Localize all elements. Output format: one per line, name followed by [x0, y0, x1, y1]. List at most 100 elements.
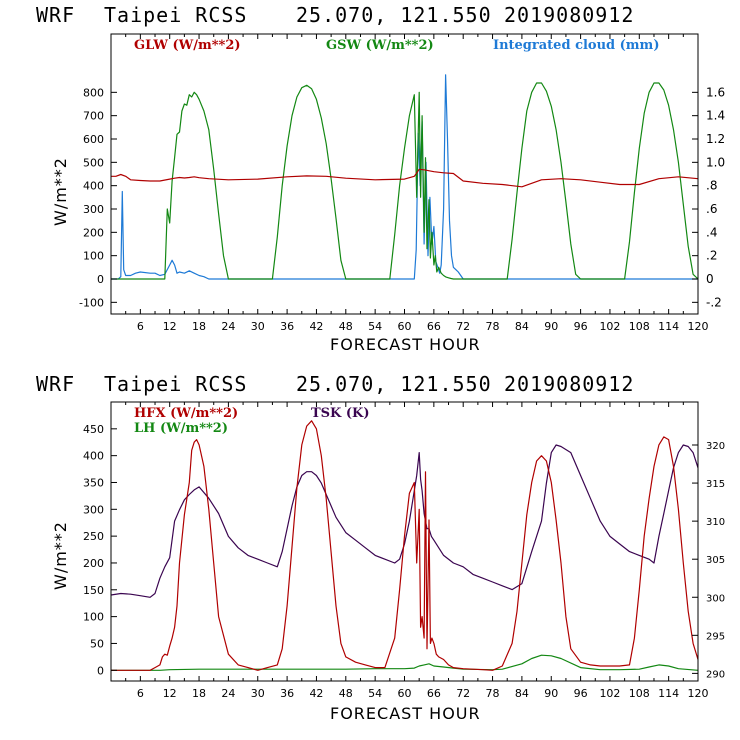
x-tick-label: 60	[398, 687, 412, 700]
x-tick-label: 108	[629, 687, 650, 700]
y2-tick-label: 295	[706, 631, 725, 642]
y-tick-label: 450	[83, 423, 104, 436]
x-tick-label: 12	[163, 687, 177, 700]
header-model: WRF	[36, 3, 75, 27]
series-line-glw	[111, 168, 699, 188]
x-tick-label: 66	[427, 687, 441, 700]
x-tick-label: 54	[368, 687, 382, 700]
x-tick-label: 6	[137, 687, 144, 700]
x-tick-label: 102	[599, 320, 620, 333]
y-tick-label: 400	[83, 180, 104, 193]
series-line-gsw	[111, 82, 699, 280]
x-tick-label: 54	[368, 320, 382, 333]
y-tick-label: 300	[83, 203, 104, 216]
header-1: WRF Taipei RCSS 25.070, 121.550 20190809…	[36, 3, 634, 27]
y2-tick-label: 315	[706, 479, 725, 490]
x-tick-label: 72	[456, 320, 470, 333]
y2-tick-label: .2	[706, 249, 717, 263]
y-tick-label: 500	[83, 156, 104, 169]
header-init-time: 2019080912	[504, 3, 634, 27]
y-tick-label: 100	[83, 611, 104, 624]
y-tick-label: 350	[83, 476, 104, 489]
legend-hfx: HFX (W/m**2)	[134, 406, 238, 421]
legend: GLW (W/m**2) GSW (W/m**2) Integrated clo…	[134, 38, 659, 53]
x-tick-label: 60	[398, 320, 412, 333]
y2-tick-label: 1.2	[706, 132, 725, 146]
x-tick-label: 6	[137, 320, 144, 333]
legend-lh: LH (W/m**2)	[134, 421, 228, 436]
x-tick-label: 42	[309, 687, 323, 700]
x-tick-label: 24	[221, 320, 235, 333]
legend-glw: GLW (W/m**2)	[134, 38, 241, 53]
header-init-time: 2019080912	[504, 372, 634, 396]
y-tick-label: 250	[83, 530, 104, 543]
y-tick-label: 800	[83, 86, 104, 99]
x-tick-label: 78	[486, 320, 500, 333]
y-tick-label: 300	[83, 503, 104, 516]
y-tick-label: 200	[83, 226, 104, 239]
series-line-lh	[111, 654, 699, 671]
y-tick-label: 0	[97, 273, 104, 286]
x-tick-label: 48	[339, 687, 353, 700]
header-coords: 25.070, 121.550	[296, 3, 492, 27]
legend: HFX (W/m**2) LH (W/m**2) TSK (K)	[134, 406, 370, 436]
x-tick-label: 114	[658, 320, 679, 333]
y-tick-label: 100	[83, 250, 104, 263]
legend-gsw: GSW (W/m**2)	[326, 38, 434, 53]
x-tick-label: 96	[574, 687, 588, 700]
x-tick-label: 18	[192, 320, 206, 333]
y-tick-label: 700	[83, 110, 104, 123]
header-station: Taipei RCSS	[104, 372, 247, 396]
chart-panel-fluxes: HFX (W/m**2) LH (W/m**2) TSK (K) FORECAS…	[51, 401, 725, 723]
x-axis-label: FORECAST HOUR	[330, 704, 481, 723]
y-tick-label: -100	[79, 296, 104, 309]
y2-tick-label: .4	[706, 225, 717, 239]
plot-frame	[110, 33, 699, 315]
y-axis-label: W/m**2	[51, 157, 70, 226]
x-tick-label: 72	[456, 687, 470, 700]
header-station: Taipei RCSS	[104, 3, 247, 27]
y2-tick-label: .6	[706, 202, 717, 216]
x-axis-label: FORECAST HOUR	[330, 335, 481, 354]
y2-tick-label: 0	[706, 272, 714, 286]
x-tick-label: 84	[515, 320, 529, 333]
header-coords: 25.070, 121.550	[296, 372, 492, 396]
y-tick-label: 150	[83, 584, 104, 597]
y-tick-label: 400	[83, 450, 104, 463]
x-tick-label: 84	[515, 687, 529, 700]
series-line-hfx	[111, 420, 699, 671]
y2-tick-label: 290	[706, 669, 725, 680]
x-tick-label: 120	[688, 687, 709, 700]
chart-panel-radiation: GLW (W/m**2) GSW (W/m**2) Integrated clo…	[51, 33, 725, 354]
x-tick-label: 120	[688, 320, 709, 333]
y2-tick-label: 1.6	[706, 85, 725, 99]
y-tick-label: 0	[97, 664, 104, 677]
series-line-tsk	[110, 444, 699, 598]
x-tick-label: 114	[658, 687, 679, 700]
y2-tick-label: 320	[706, 441, 725, 452]
header-model: WRF	[36, 372, 75, 396]
y-axis-label: W/m**2	[51, 521, 70, 590]
x-tick-label: 78	[486, 687, 500, 700]
x-tick-label: 102	[599, 687, 620, 700]
y2-tick-label: .8	[706, 179, 717, 193]
legend-tsk: TSK (K)	[311, 406, 370, 421]
x-tick-label: 108	[629, 320, 650, 333]
x-tick-label: 30	[251, 320, 265, 333]
y-tick-label: 200	[83, 557, 104, 570]
y2-tick-label: 310	[706, 517, 725, 528]
y-tick-label: 50	[90, 637, 104, 650]
x-tick-label: 96	[574, 320, 588, 333]
x-tick-label: 30	[251, 687, 265, 700]
header-2: WRF Taipei RCSS 25.070, 121.550 20190809…	[36, 372, 634, 396]
x-tick-label: 36	[280, 687, 294, 700]
x-tick-label: 12	[163, 320, 177, 333]
x-tick-label: 24	[221, 687, 235, 700]
y2-tick-label: 1.0	[706, 155, 725, 169]
y2-tick-label: 300	[706, 593, 725, 604]
y2-tick-label: 305	[706, 555, 725, 566]
x-tick-label: 18	[192, 687, 206, 700]
x-tick-label: 90	[544, 687, 558, 700]
x-tick-label: 90	[544, 320, 558, 333]
y-tick-label: 600	[83, 133, 104, 146]
